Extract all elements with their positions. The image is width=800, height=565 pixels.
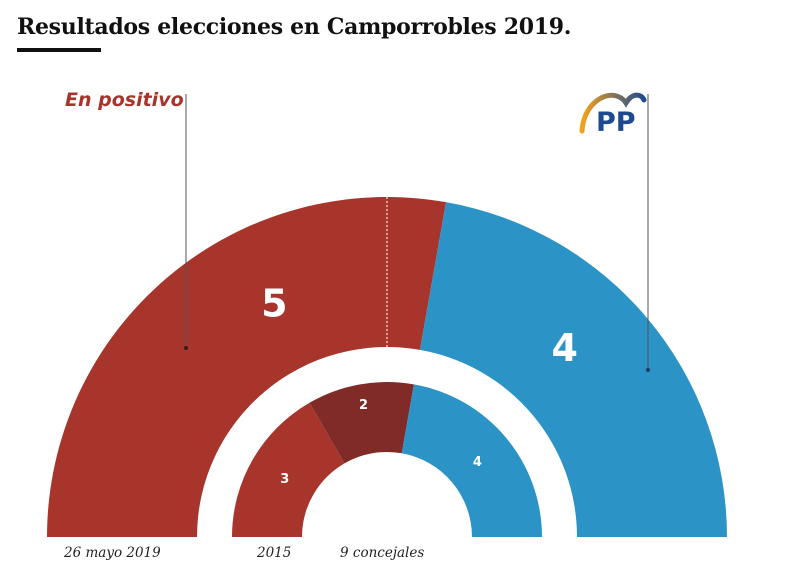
inner-ring-2015: 3 2 4 xyxy=(232,382,542,537)
chart-title: Resultados elecciones en Camporrobles 20… xyxy=(17,14,572,40)
ring1-segment-1 xyxy=(309,382,414,464)
ring0-segment-0-value: 5 xyxy=(261,282,287,326)
ring1-segment-0 xyxy=(232,402,345,537)
outer-ring-2019: 54 xyxy=(47,196,727,538)
pp-logo-text: PP xyxy=(596,107,636,138)
title-underline xyxy=(17,48,101,52)
leader-dot-en-positivo xyxy=(184,346,188,350)
ring1-segment-1-value: 2 xyxy=(359,398,368,413)
caption-2019: 26 mayo 2019 xyxy=(63,545,161,561)
ring0-segment-0 xyxy=(47,196,447,537)
ring1-segment-0-value: 3 xyxy=(280,472,289,487)
leader-dot-pp xyxy=(646,368,650,372)
caption-2015: 2015 xyxy=(256,545,291,561)
ring1-segment-2-value: 4 xyxy=(473,455,482,470)
ring0-segment-1-value: 4 xyxy=(552,326,578,370)
ring1-segment-2 xyxy=(401,384,542,537)
pp-logo-icon: PP xyxy=(579,92,647,138)
legend-en-positivo: En positivo xyxy=(65,89,184,111)
caption-total: 9 concejales xyxy=(340,545,424,561)
ring0-segment-1 xyxy=(419,202,727,538)
